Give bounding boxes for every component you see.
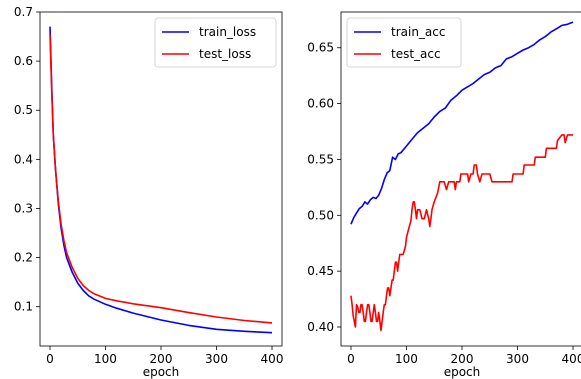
- loss-chart: 0.1 0.2 0.3 0.4 0.5 0.6 0.7 0 100 200 300 400 epoc…: [14, 5, 284, 379]
- accuracy-x-tick-label: 200: [451, 352, 474, 366]
- accuracy-legend-label-train: train_acc: [391, 25, 445, 39]
- accuracy-legend: train_acc test_acc: [346, 17, 462, 68]
- loss-chart-frame: [39, 11, 283, 347]
- accuracy-y-tick-label: 0.40: [307, 320, 334, 334]
- accuracy-chart: 0.40 0.45 0.50 0.55 0.60 0.65 0 100 200 300 400 e…: [307, 11, 581, 379]
- accuracy-x-axis-label: epoch: [444, 365, 481, 379]
- accuracy-series-line-train-acc: [350, 21, 574, 225]
- accuracy-x-tick-label: 300: [506, 352, 529, 366]
- accuracy-y-tick-label: 0.60: [307, 97, 334, 111]
- loss-legend-label-train: train_loss: [199, 25, 256, 39]
- loss-x-tick-label: 300: [205, 352, 228, 366]
- accuracy-x-tick-label: 0: [347, 352, 355, 366]
- accuracy-y-tick-label: 0.65: [307, 41, 334, 55]
- loss-y-tick-label: 0.3: [14, 201, 33, 215]
- accuracy-x-tick-label: 400: [562, 352, 581, 366]
- loss-x-tick-label: 200: [150, 352, 173, 366]
- loss-x-axis-label: epoch: [143, 365, 180, 379]
- accuracy-x-tick-label: 100: [395, 352, 418, 366]
- loss-series-layer: [49, 26, 273, 334]
- loss-x-tick-label: 400: [261, 352, 284, 366]
- loss-y-tick-label: 0.2: [14, 251, 33, 265]
- loss-legend: train_loss test_loss: [154, 17, 277, 68]
- loss-y-tick-label: 0.1: [14, 300, 33, 314]
- accuracy-x-ticks: 0 100 200 300 400: [347, 346, 581, 366]
- loss-y-ticks: 0.1 0.2 0.3 0.4 0.5 0.6 0.7: [14, 5, 40, 314]
- accuracy-y-tick-label: 0.50: [307, 208, 334, 222]
- loss-x-tick-label: 100: [94, 352, 117, 366]
- accuracy-y-tick-label: 0.45: [307, 264, 334, 278]
- accuracy-series-layer: [350, 21, 574, 332]
- accuracy-y-tick-label: 0.55: [307, 152, 334, 166]
- loss-x-ticks: 0 100 200 300 400: [46, 346, 283, 366]
- loss-legend-label-test: test_loss: [199, 47, 251, 61]
- accuracy-y-ticks: 0.40 0.45 0.50 0.55 0.60 0.65: [307, 41, 341, 334]
- loss-y-tick-label: 0.7: [14, 5, 33, 19]
- accuracy-legend-label-test: test_acc: [391, 47, 441, 61]
- loss-y-tick-label: 0.4: [14, 152, 33, 166]
- loss-x-tick-label: 0: [46, 352, 54, 366]
- loss-series-line-test-loss: [49, 34, 273, 324]
- loss-y-tick-label: 0.5: [14, 103, 33, 117]
- accuracy-series-line-test-acc: [350, 134, 573, 332]
- loss-y-tick-label: 0.6: [14, 54, 33, 68]
